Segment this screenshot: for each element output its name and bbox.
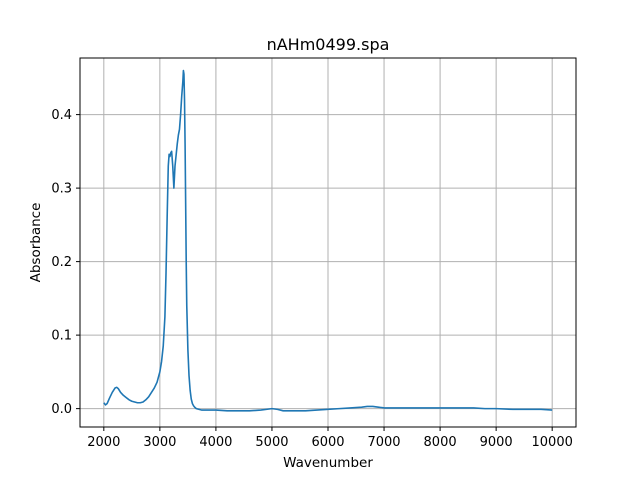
y-tick-label: 0.4 [51,108,72,123]
x-tick-label: 8000 [424,435,457,450]
x-tick-label: 3000 [143,435,176,450]
y-axis-label: Absorbance [28,203,44,283]
y-tick-label: 0.0 [51,402,72,417]
x-tick-label: 2000 [87,435,120,450]
x-axis-ticks: 2000 3000 4000 5000 6000 7000 8000 9000 10000 [87,427,573,450]
y-tick-label: 0.1 [51,329,72,344]
y-axis-ticks: 0.0 0.1 0.2 0.3 0.4 [51,108,80,417]
series-line [103,69,553,412]
chart-title: nAHm0499.spa [267,35,390,54]
x-tick-label: 5000 [255,435,288,450]
grid-lines [80,58,576,427]
x-tick-label: 7000 [367,435,400,450]
x-axis-label: Wavenumber [283,455,373,471]
x-tick-label: 10000 [532,435,573,450]
x-tick-label: 4000 [199,435,232,450]
y-tick-label: 0.3 [51,182,72,197]
x-tick-label: 6000 [311,435,344,450]
x-tick-label: 9000 [480,435,513,450]
y-tick-label: 0.2 [51,255,72,270]
